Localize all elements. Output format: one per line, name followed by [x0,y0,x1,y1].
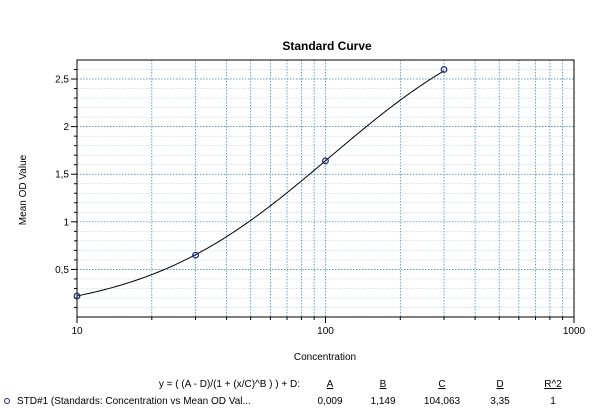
chart-title: Standard Curve [282,39,372,53]
tick-labels: 10 100 1000 0,5 1 1,5 2 2,5 [55,75,585,337]
legend-series-name: STD#1 (Standards: Concentration vs Mean … [17,396,251,407]
y-tick-label: 2,5 [55,75,69,86]
fit-parameter-value: 0,009 [317,396,342,407]
grid [77,60,574,317]
data-point [322,157,329,165]
x-axis-label: Concentration [294,352,356,363]
y-tick-label: 2 [63,122,69,133]
fit-parameter-header: A [327,379,334,390]
y-tick-label: 1,5 [55,170,69,181]
fit-equation: y = ( (A - D)/(1 + (x/C)^B ) ) + D: [159,379,300,390]
x-tick-label: 1000 [563,326,586,337]
y-tick-label: 0,5 [55,265,69,276]
fit-parameter-value: 3,35 [490,396,510,407]
fit-parameter-header: R^2 [544,379,562,390]
fit-parameter-header: D [496,379,503,390]
y-axis-label: Mean OD Value [18,154,29,225]
fit-parameter-value: 1 [550,396,556,407]
fit-parameter-value: 1,149 [370,396,395,407]
data-point [73,292,81,300]
fit-parameter-headers: A B C D R^2 [327,379,563,390]
fit-parameter-header: C [438,379,445,390]
data-points [73,66,448,300]
x-tick-label: 10 [71,326,83,337]
fit-parameter-values: 0,009 1,149 104,063 3,35 1 [317,396,556,407]
y-tick-label: 1 [63,217,69,228]
fit-parameter-header: B [380,379,387,390]
x-tick-label: 100 [317,326,334,337]
tick-marks [71,69,575,323]
data-point [192,251,199,259]
fit-parameter-value: 104,063 [424,396,461,407]
fit-curve [76,70,445,297]
legend-marker [4,398,10,404]
data-point [440,66,448,73]
plot-area-frame [76,59,575,318]
